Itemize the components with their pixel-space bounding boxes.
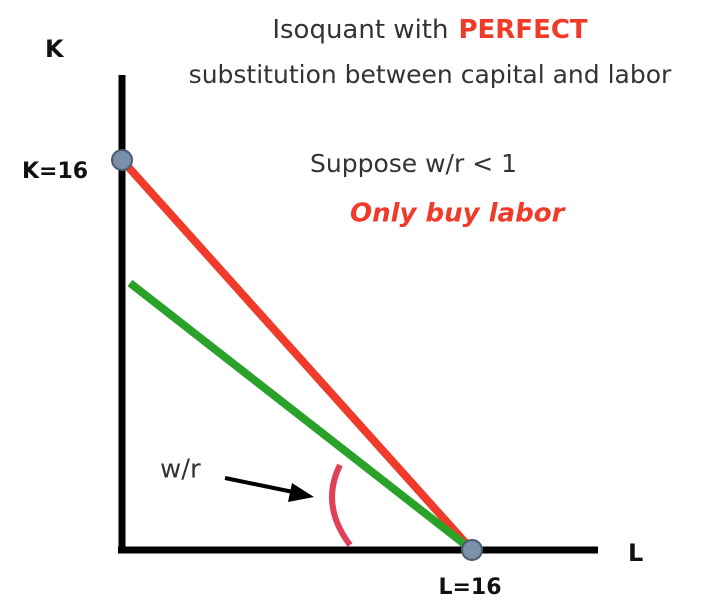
conclusion-text: Only buy labor — [350, 199, 567, 229]
x-axis-label: L — [628, 539, 643, 567]
y-axis-label: K — [45, 35, 65, 63]
slope-label: w/r — [160, 455, 201, 485]
title-lead: Isoquant with — [272, 15, 448, 45]
title-emphasis: PERFECT — [458, 15, 587, 45]
condition-text: Suppose w/r < 1 — [310, 149, 517, 178]
isoquant-green — [127, 279, 475, 554]
l-intercept-point — [461, 539, 483, 561]
title-line2: substitution between capital and labor — [189, 60, 672, 89]
angle-arc — [329, 463, 353, 547]
k-intercept-label: K=16 — [22, 159, 88, 184]
k-intercept-point — [111, 149, 133, 171]
title-line1: Isoquant with PERFECT — [272, 15, 588, 45]
l-intercept-label: L=16 — [438, 575, 501, 599]
arrow-head — [288, 483, 314, 502]
arrow-shaft — [224, 476, 299, 495]
budget-line-red — [119, 157, 475, 553]
